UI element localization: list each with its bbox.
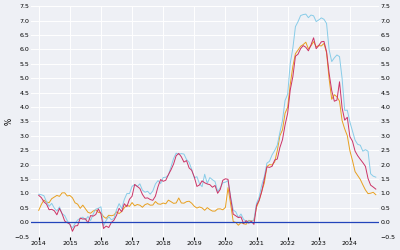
Y-axis label: %: % — [4, 118, 13, 125]
